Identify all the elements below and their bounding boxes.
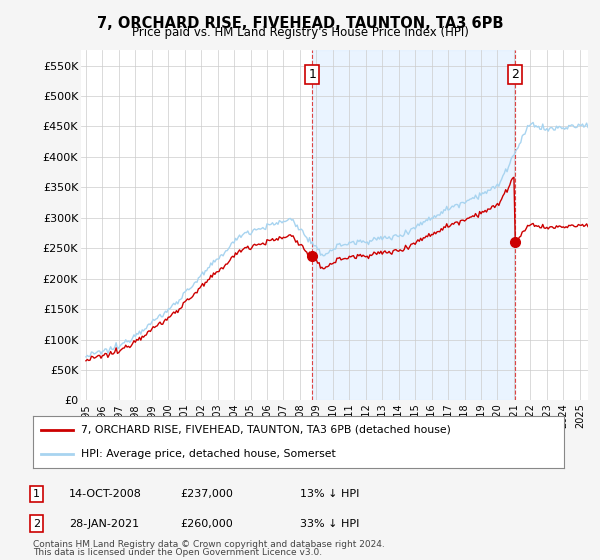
Text: 7, ORCHARD RISE, FIVEHEAD, TAUNTON, TA3 6PB (detached house): 7, ORCHARD RISE, FIVEHEAD, TAUNTON, TA3 … [81,425,451,435]
Bar [312,50,515,400]
Text: 14-OCT-2008: 14-OCT-2008 [69,489,142,499]
Text: This data is licensed under the Open Government Licence v3.0.: This data is licensed under the Open Gov… [33,548,322,557]
Text: £237,000: £237,000 [180,489,233,499]
Text: 33% ↓ HPI: 33% ↓ HPI [300,519,359,529]
Text: Price paid vs. HM Land Registry's House Price Index (HPI): Price paid vs. HM Land Registry's House … [131,26,469,39]
Text: HPI: Average price, detached house, Somerset: HPI: Average price, detached house, Some… [81,449,335,459]
Text: 2: 2 [511,68,519,81]
Text: 2: 2 [33,519,40,529]
Text: 28-JAN-2021: 28-JAN-2021 [69,519,139,529]
Text: 1: 1 [33,489,40,499]
Text: 1: 1 [308,68,316,81]
Text: 13% ↓ HPI: 13% ↓ HPI [300,489,359,499]
Text: Contains HM Land Registry data © Crown copyright and database right 2024.: Contains HM Land Registry data © Crown c… [33,540,385,549]
Text: 7, ORCHARD RISE, FIVEHEAD, TAUNTON, TA3 6PB: 7, ORCHARD RISE, FIVEHEAD, TAUNTON, TA3 … [97,16,503,31]
Text: £260,000: £260,000 [180,519,233,529]
